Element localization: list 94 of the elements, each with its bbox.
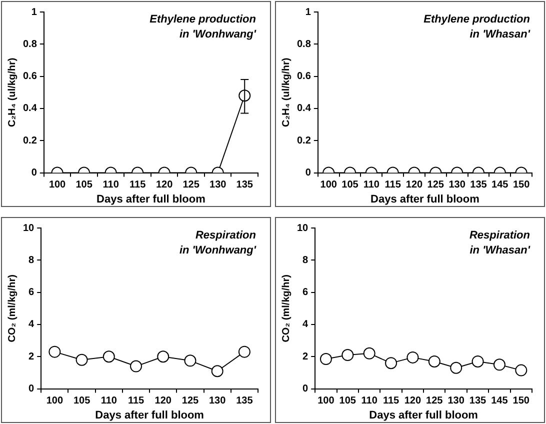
- x-tick-label: 120: [154, 396, 172, 407]
- y-tick-label: 4: [28, 319, 35, 330]
- x-tick-label: 125: [427, 180, 444, 191]
- y-tick-label: 0.6: [296, 71, 312, 82]
- point: [428, 355, 440, 368]
- y-tick-label: 0.2: [296, 135, 312, 146]
- annotation: Respiration: [195, 230, 256, 242]
- x-axis-title: Days after full bloom: [96, 193, 206, 206]
- x-axis-title: Days after full bloom: [370, 193, 480, 206]
- x-tick-label: 115: [384, 180, 402, 191]
- y-tick-label: 0: [302, 384, 309, 395]
- point: [76, 354, 88, 366]
- x-tick-label: 125: [182, 180, 200, 191]
- x-tick-label: 120: [156, 180, 174, 191]
- y-tick-label: 2: [28, 351, 35, 362]
- y-axis-title: CO₂ (ml/kg/hr): [6, 274, 18, 342]
- point: [238, 346, 250, 358]
- point: [157, 350, 170, 363]
- y-tick-label: 0.6: [22, 71, 38, 82]
- x-tick-label: 100: [48, 180, 66, 191]
- x-tick-label: 145: [491, 396, 508, 407]
- x-tick-label: 130: [208, 396, 226, 407]
- x-tick-label: 115: [382, 396, 400, 407]
- x-tick-label: 120: [404, 396, 422, 407]
- y-tick-label: 0.8: [22, 38, 38, 50]
- x-tick-label: 135: [236, 180, 254, 191]
- annotation: in 'Wonhwang': [179, 244, 256, 257]
- x-tick-label: 135: [470, 180, 488, 191]
- point: [211, 365, 224, 378]
- x-tick-label: 135: [469, 396, 487, 407]
- x-tick-label: 135: [236, 396, 254, 407]
- y-tick-label: 0.4: [22, 103, 38, 114]
- y-tick-label: 0: [28, 384, 35, 395]
- point: [406, 351, 419, 364]
- y-axis-title: C₂H₄ (ul/kg/hr): [6, 58, 18, 128]
- x-tick-label: 100: [320, 180, 338, 191]
- point: [102, 350, 115, 363]
- x-tick-label: 110: [102, 180, 120, 191]
- y-tick-label: 0.2: [22, 135, 38, 146]
- y-tick-label: 6: [302, 287, 309, 298]
- annotation: in 'Wonhwang': [179, 28, 256, 41]
- x-tick-label: 110: [363, 180, 380, 191]
- x-tick-label: 120: [406, 180, 424, 191]
- y-axis-title: C₂H₄ (ul/kg/hr): [280, 58, 292, 128]
- point: [385, 357, 398, 370]
- x-tick-label: 105: [342, 180, 359, 191]
- point: [450, 362, 462, 374]
- x-tick-label: 130: [210, 180, 227, 191]
- y-tick-label: 8: [302, 254, 309, 266]
- y-axis-title: CO₂ (ml/kg/hr): [280, 274, 292, 342]
- y-tick-label: 10: [297, 222, 309, 234]
- annotation: in 'Whasan': [470, 244, 530, 257]
- x-tick-label: 145: [492, 180, 509, 191]
- x-tick-label: 150: [512, 180, 530, 191]
- point: [184, 354, 196, 367]
- point: [48, 346, 61, 358]
- annotation: in 'Whasan': [470, 28, 530, 41]
- point: [472, 355, 484, 368]
- y-tick-label: 0: [305, 168, 312, 179]
- x-tick-label: 130: [448, 180, 466, 191]
- y-tick-label: 4: [302, 319, 309, 330]
- x-tick-label: 100: [318, 396, 335, 407]
- point: [493, 358, 506, 371]
- y-tick-label: 0.4: [296, 103, 312, 114]
- x-tick-label: 125: [426, 396, 444, 407]
- x-axis-title: Days after full bloom: [95, 409, 204, 422]
- annotation: Respiration: [469, 230, 530, 242]
- x-tick-label: 130: [448, 396, 465, 407]
- point: [342, 349, 354, 362]
- y-tick-label: 0: [31, 168, 38, 179]
- annotation: Ethylene production: [150, 14, 256, 26]
- y-tick-label: 10: [23, 222, 35, 234]
- x-tick-label: 125: [182, 396, 200, 407]
- x-axis-title: Days after full bloom: [369, 409, 478, 422]
- x-tick-label: 115: [130, 180, 146, 191]
- x-tick-label: 110: [361, 396, 378, 407]
- point: [320, 353, 332, 366]
- y-tick-label: 1: [31, 6, 38, 18]
- point: [363, 347, 376, 360]
- point: [130, 360, 142, 372]
- y-tick-label: 8: [28, 254, 35, 266]
- y-tick-label: 6: [28, 287, 35, 298]
- y-tick-label: 2: [302, 351, 309, 362]
- x-tick-label: 110: [100, 396, 118, 407]
- y-tick-label: 0.8: [296, 38, 312, 50]
- x-tick-label: 115: [128, 396, 145, 407]
- y-tick-label: 1: [305, 6, 312, 18]
- x-tick-label: 105: [76, 180, 93, 191]
- x-tick-label: 150: [512, 396, 530, 407]
- x-tick-label: 100: [46, 396, 64, 407]
- annotation: Ethylene production: [424, 14, 530, 26]
- x-tick-label: 105: [73, 396, 91, 407]
- point: [515, 364, 528, 376]
- x-tick-label: 105: [339, 396, 356, 407]
